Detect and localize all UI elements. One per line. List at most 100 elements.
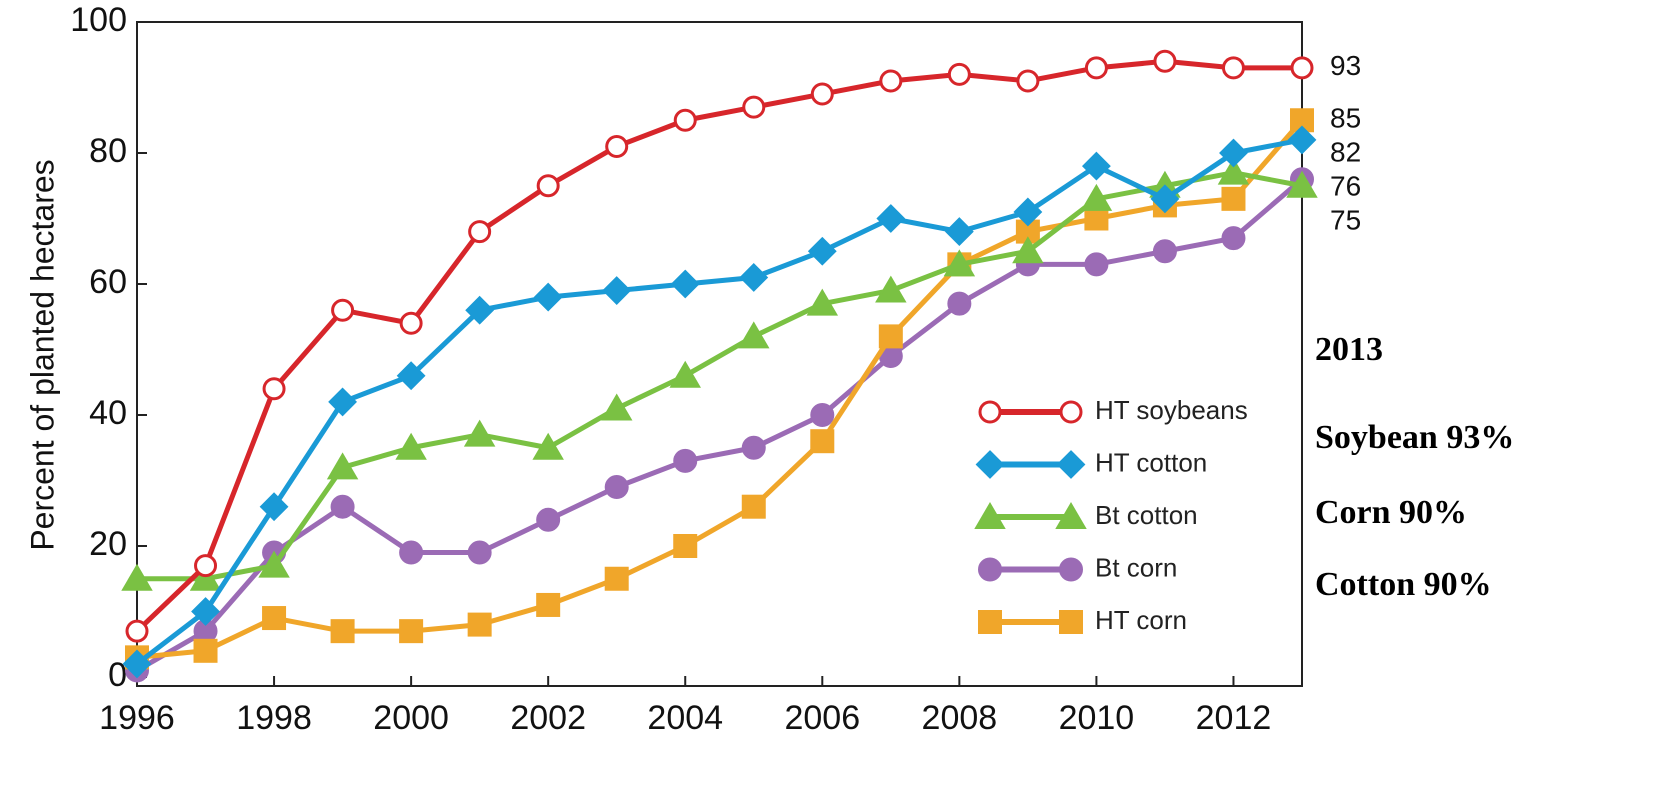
y-tick-label: 60 <box>89 263 127 301</box>
end-label: 82 <box>1330 137 1361 168</box>
data-point <box>331 298 355 322</box>
data-point <box>673 108 697 132</box>
legend-marker <box>978 400 1002 424</box>
data-point <box>739 263 769 292</box>
data-point <box>878 324 903 349</box>
legend-label: HT corn <box>1095 605 1187 635</box>
data-point <box>536 174 560 198</box>
data-point <box>1150 184 1180 214</box>
data-point <box>600 393 633 421</box>
end-label: 93 <box>1330 50 1361 81</box>
data-point <box>399 540 424 565</box>
end-label: 85 <box>1330 103 1361 134</box>
data-point <box>807 236 837 266</box>
data-point <box>194 554 218 578</box>
data-point <box>191 597 220 626</box>
data-point <box>330 494 355 519</box>
legend-marker <box>1055 502 1087 529</box>
data-point <box>1012 236 1044 264</box>
annotation: Soybean 93% <box>1315 419 1514 456</box>
data-point <box>875 275 907 303</box>
data-point <box>467 612 492 637</box>
x-tick-label: 1996 <box>99 699 175 737</box>
series-line <box>135 58 1302 633</box>
data-point <box>604 566 629 591</box>
data-point <box>1217 157 1250 185</box>
data-point <box>1219 138 1248 168</box>
data-point <box>943 249 976 277</box>
series-line <box>135 137 1303 666</box>
data-point <box>669 360 701 388</box>
data-point <box>1221 56 1245 80</box>
x-tick-label: 2010 <box>1059 699 1135 737</box>
data-point <box>810 403 835 427</box>
data-point <box>395 432 427 460</box>
data-point <box>262 606 287 631</box>
legend-marker <box>975 450 1005 479</box>
data-point <box>1080 183 1113 211</box>
x-tick-label: 1998 <box>236 699 312 737</box>
data-point <box>1287 125 1317 155</box>
x-tick-label: 2006 <box>784 699 860 737</box>
y-tick-label: 100 <box>70 1 127 39</box>
y-axis-label: Percent of planted hectares <box>24 159 60 550</box>
data-point <box>1286 170 1318 198</box>
data-point <box>122 649 152 679</box>
legend-marker <box>1059 557 1083 582</box>
legend-marker <box>1059 610 1083 634</box>
data-point <box>1221 226 1246 251</box>
data-point <box>121 563 153 591</box>
data-point <box>738 321 770 349</box>
data-point <box>125 619 149 643</box>
data-point <box>328 387 358 417</box>
annotation: Corn 90% <box>1315 494 1467 531</box>
data-point <box>810 429 835 454</box>
data-point <box>1221 186 1246 211</box>
x-tick-label: 2002 <box>510 699 586 737</box>
annotation: Cotton 90% <box>1315 566 1492 603</box>
series-line <box>137 170 1303 582</box>
data-point <box>810 82 834 106</box>
x-tick-label: 2000 <box>373 699 449 737</box>
y-tick-label: 0 <box>108 656 127 694</box>
data-point <box>463 419 496 447</box>
data-point <box>1084 252 1109 277</box>
data-point <box>396 361 426 391</box>
data-point <box>673 534 698 558</box>
legend-label: Bt corn <box>1095 552 1177 582</box>
legend-label: HT cotton <box>1095 447 1207 477</box>
data-point <box>673 448 698 473</box>
data-point <box>532 432 564 460</box>
data-point <box>465 295 495 325</box>
y-tick-label: 80 <box>89 132 127 170</box>
annotation: 2013 <box>1315 331 1383 368</box>
end-label: 75 <box>1330 205 1361 236</box>
x-tick-label: 2012 <box>1196 699 1272 737</box>
data-point <box>879 69 903 93</box>
data-point <box>330 619 355 644</box>
data-point <box>1084 56 1108 80</box>
data-point <box>326 452 359 480</box>
data-point <box>536 507 561 532</box>
end-label: 76 <box>1330 171 1361 202</box>
data-point <box>536 592 561 617</box>
legend-marker <box>974 502 1006 529</box>
data-point <box>605 134 629 158</box>
data-point <box>262 377 286 401</box>
data-point <box>741 494 766 519</box>
plot-frame <box>136 21 1303 687</box>
data-point <box>947 291 972 316</box>
data-point <box>468 220 492 244</box>
data-point <box>806 288 839 316</box>
data-point <box>399 619 424 644</box>
legend-label: Bt cotton <box>1095 500 1198 530</box>
data-point <box>944 217 974 247</box>
data-point <box>189 563 222 591</box>
legend-marker <box>1056 450 1086 479</box>
data-point <box>399 311 423 335</box>
data-point <box>670 269 700 299</box>
data-point <box>467 540 492 565</box>
data-point <box>741 435 766 460</box>
data-point <box>193 638 218 663</box>
